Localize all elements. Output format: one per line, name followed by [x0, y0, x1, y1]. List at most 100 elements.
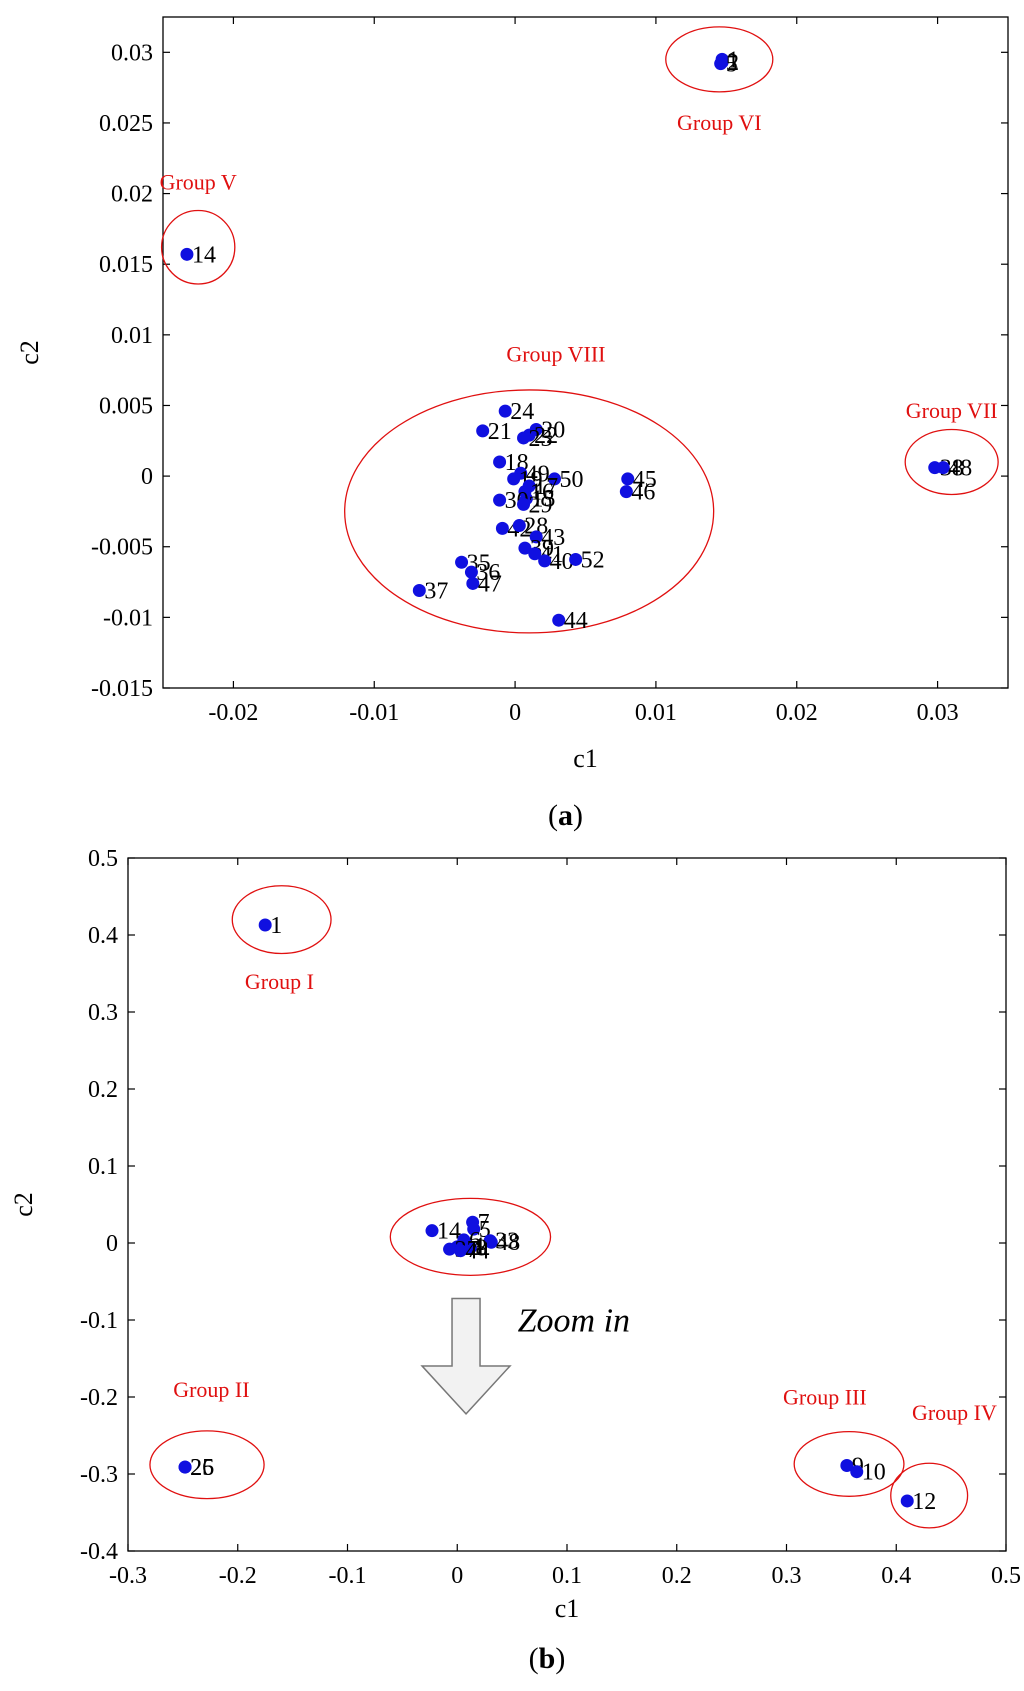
data-point [455, 555, 469, 569]
y-axis-label: c2 [15, 340, 44, 365]
data-point [621, 472, 635, 486]
point-label: 25 [190, 1455, 214, 1481]
y-tick-label: -0.1 [80, 1308, 118, 1334]
data-point [517, 497, 531, 511]
data-point [507, 472, 521, 486]
panel-a: -0.02 -0.01 0 0.01 0.02 0.03 -0.015 -0.01 -0.005… [15, 16, 1009, 832]
point-label: 44 [466, 1239, 490, 1265]
point-label: 33 [495, 1229, 519, 1255]
data-point [900, 1494, 914, 1508]
y-tick-label: 0.02 [111, 182, 153, 208]
data-point [528, 547, 542, 561]
point-label: 36 [476, 560, 500, 586]
y-tick-label: 0.4 [88, 923, 118, 949]
group-ellipse [231, 885, 332, 955]
zoom-arrow-icon [420, 1297, 512, 1416]
zoom-annotation: Zoom in [518, 1303, 630, 1340]
panel-b: -0.3 -0.2 -0.1 0 0.1 0.2 0.3 0.4 0.5-0.4-0.3-0.2… [9, 846, 1021, 1675]
group-ellipse [890, 1462, 969, 1529]
y-tick-label: -0.01 [103, 605, 153, 631]
data-point [936, 461, 950, 475]
y-tick-label: 0.025 [99, 111, 153, 137]
point-label: 8 [475, 1236, 487, 1262]
data-point [454, 1244, 468, 1258]
group-label: Group II [173, 1377, 249, 1402]
point-label: 44 [564, 608, 588, 634]
x-tick-label: 0.02 [776, 700, 818, 726]
group-label: Group III [783, 1385, 867, 1410]
point-label: 17 [534, 474, 558, 500]
point-label: 23 [529, 426, 553, 452]
point-label: 37 [424, 579, 448, 605]
y-tick-label: 0.1 [88, 1154, 118, 1180]
x-tick-label: -0.2 [219, 1563, 257, 1589]
data-point [548, 472, 562, 486]
point-label: 48 [496, 1230, 520, 1256]
data-point [443, 1242, 457, 1256]
point-label: 7 [478, 1210, 490, 1236]
y-tick-label: 0.01 [111, 323, 153, 349]
y-tick-label: -0.4 [80, 1539, 118, 1565]
x-tick-label: 0.3 [772, 1563, 802, 1589]
point-label: 5 [726, 52, 738, 78]
y-tick-label: 0.005 [99, 393, 153, 419]
y-tick-label: 0.3 [88, 1000, 118, 1026]
data-point [714, 57, 728, 71]
data-point [495, 521, 509, 535]
point-label: 21 [488, 419, 512, 445]
data-point [466, 576, 480, 590]
x-tick-label: 0.01 [635, 700, 677, 726]
data-point [498, 404, 512, 418]
point-label: 43 [541, 525, 565, 551]
x-tick-label: 0 [451, 1563, 463, 1589]
point-label: 45 [633, 467, 657, 493]
point-label: 1 [727, 47, 739, 73]
group-ellipse [793, 1431, 905, 1497]
data-point [258, 918, 272, 932]
x-tick-label: 0.1 [552, 1563, 582, 1589]
point-label: 50 [560, 467, 584, 493]
group-ellipse [389, 1197, 552, 1276]
panel-caption-letter: a [558, 799, 573, 832]
point-label: 4 [472, 1233, 484, 1259]
y-tick-label: 0.03 [111, 40, 153, 66]
x-tick-label: 0.03 [917, 700, 959, 726]
y-tick-label: -0.005 [91, 535, 153, 561]
point-label: 12 [912, 1489, 936, 1515]
x-tick-label: 0 [509, 700, 521, 726]
point-label: 24 [510, 399, 534, 425]
data-point [518, 541, 532, 555]
panel-caption: (a) [548, 799, 583, 832]
x-tick-label: -0.3 [109, 1563, 147, 1589]
point-label: 14 [437, 1219, 461, 1245]
point-label: 47 [478, 571, 502, 597]
x-axis-label: c1 [573, 744, 598, 773]
data-point [467, 1222, 481, 1236]
x-tick-label: -0.01 [349, 700, 399, 726]
y-tick-label: 0.2 [88, 1077, 118, 1103]
group-ellipse [160, 209, 236, 285]
x-tick-label: -0.1 [329, 1563, 367, 1589]
data-point [850, 1465, 864, 1479]
y-tick-label: 0.5 [88, 846, 118, 872]
data-point [538, 554, 552, 568]
group-label: Group I [245, 969, 314, 994]
data-point [412, 584, 426, 598]
data-point [425, 1224, 439, 1238]
data-point [463, 1241, 477, 1255]
data-point [493, 455, 507, 469]
group-label: Group VI [677, 110, 762, 135]
x-axis-label: c1 [555, 1594, 580, 1623]
point-label: 20 [541, 417, 565, 443]
point-label: 46 [631, 480, 655, 506]
y-tick-label: -0.2 [80, 1385, 118, 1411]
group-ellipse [665, 26, 774, 93]
data-point [517, 431, 531, 445]
y-axis-label: c2 [9, 1192, 38, 1217]
y-tick-label: -0.3 [80, 1462, 118, 1488]
group-label: Group VII [906, 398, 998, 423]
group-ellipse [149, 1430, 265, 1500]
data-point [484, 1235, 498, 1249]
